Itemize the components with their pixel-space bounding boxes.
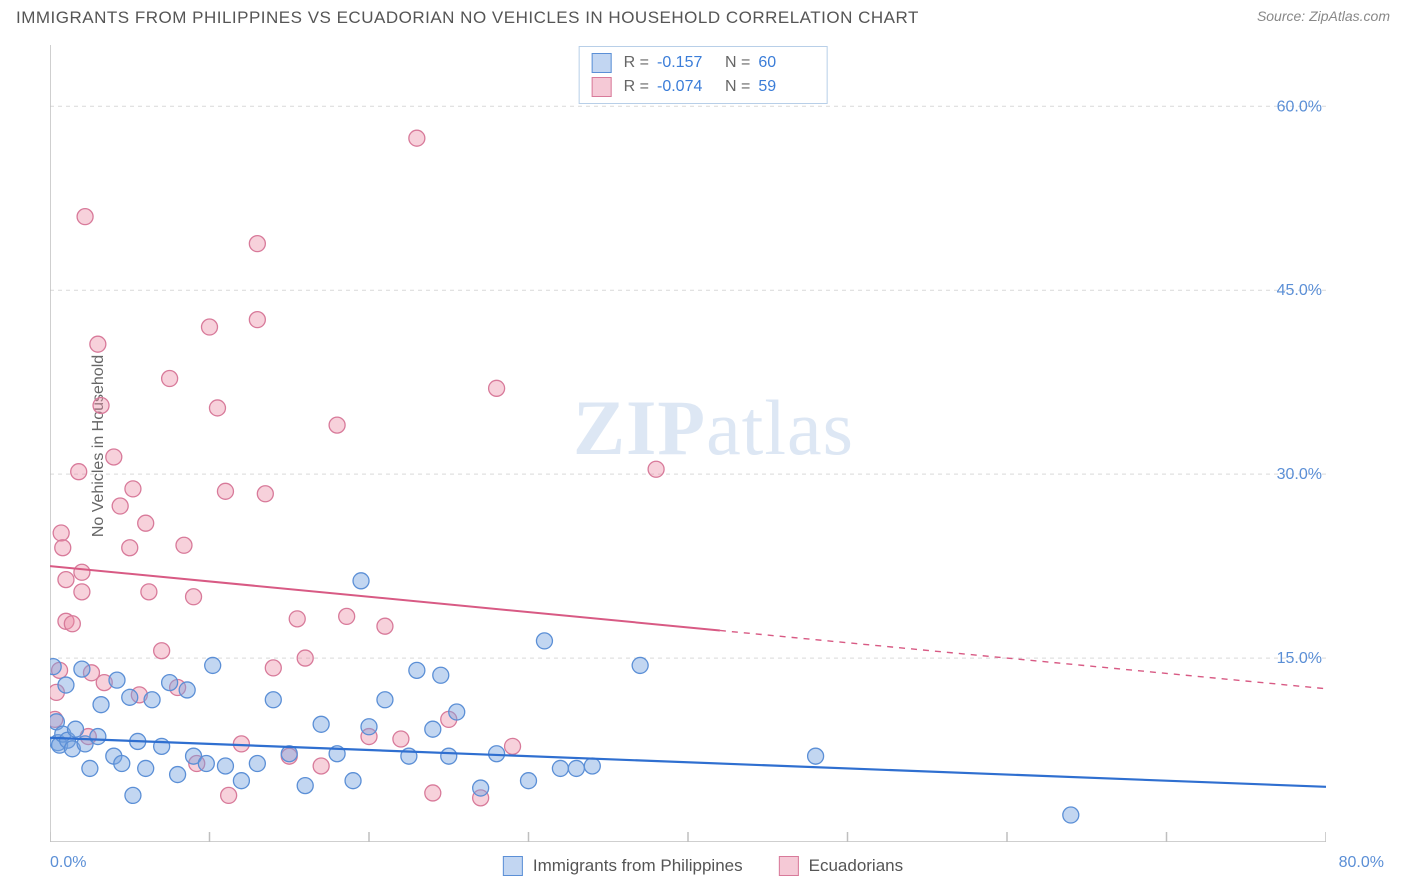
svg-text:30.0%: 30.0% <box>1277 466 1322 483</box>
stats-row: R = -0.157 N = 60 <box>592 51 815 75</box>
plot-area: ZIPatlas 15.0%30.0%45.0%60.0% <box>50 45 1326 842</box>
stat-n-label: N = <box>725 51 750 75</box>
stats-row: R = -0.074 N = 59 <box>592 75 815 99</box>
legend-item: Ecuadorians <box>779 856 904 876</box>
svg-text:60.0%: 60.0% <box>1277 98 1322 115</box>
x-max-label: 80.0% <box>1339 854 1384 872</box>
swatch-icon <box>779 856 799 876</box>
swatch-icon <box>503 856 523 876</box>
stat-n-value: 60 <box>758 51 814 75</box>
chart-title: IMMIGRANTS FROM PHILIPPINES VS ECUADORIA… <box>16 8 919 28</box>
stat-n-value: 59 <box>758 75 814 99</box>
x-min-label: 0.0% <box>50 854 86 872</box>
swatch-icon <box>592 53 612 73</box>
swatch-icon <box>592 77 612 97</box>
series-legend: Immigrants from Philippines Ecuadorians <box>503 856 903 876</box>
legend-label: Immigrants from Philippines <box>533 856 743 876</box>
stat-n-label: N = <box>725 75 750 99</box>
legend-label: Ecuadorians <box>809 856 904 876</box>
stat-r-value: -0.157 <box>657 51 713 75</box>
svg-text:15.0%: 15.0% <box>1277 650 1322 667</box>
stat-r-label: R = <box>624 75 649 99</box>
legend-item: Immigrants from Philippines <box>503 856 743 876</box>
stat-r-label: R = <box>624 51 649 75</box>
scatter-svg: 15.0% 30.0% 45.0% 60.0% <box>50 45 1326 842</box>
source-label: Source: ZipAtlas.com <box>1257 8 1390 24</box>
svg-text:45.0%: 45.0% <box>1277 282 1322 299</box>
stats-legend: R = -0.157 N = 60 R = -0.074 N = 59 <box>579 46 828 104</box>
stat-r-value: -0.074 <box>657 75 713 99</box>
